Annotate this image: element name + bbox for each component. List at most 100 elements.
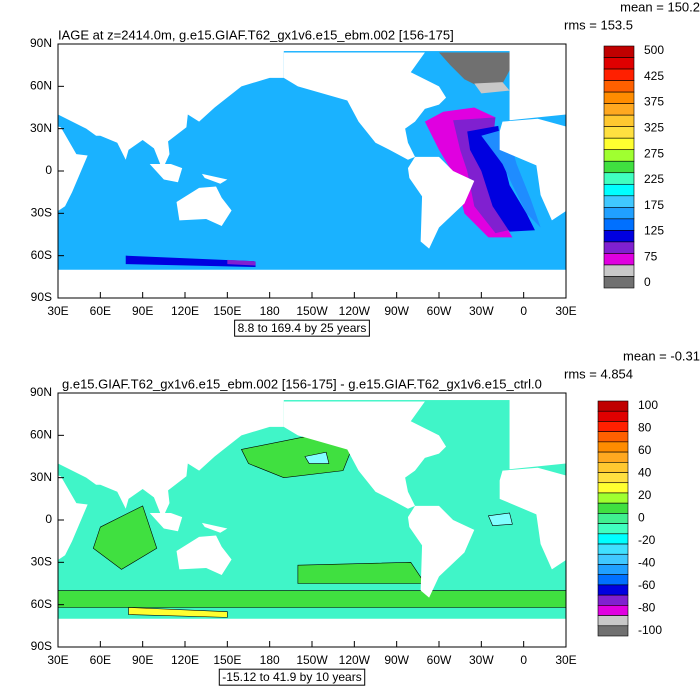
- lon-label: 30E: [555, 304, 576, 318]
- land: [509, 44, 566, 121]
- lon-label: 150W: [296, 304, 328, 318]
- land: [499, 467, 566, 570]
- land: [201, 522, 228, 533]
- land: [149, 163, 183, 183]
- land: [499, 118, 566, 221]
- colorbar-box: [597, 472, 629, 484]
- colorbar-box: [603, 45, 635, 58]
- shaded-region: [0, 117, 13, 233]
- colorbar-box: [603, 207, 635, 220]
- lon-label: 30E: [555, 653, 576, 667]
- lon-label: 30E: [47, 304, 68, 318]
- colorbar-label: -20: [638, 533, 656, 547]
- shaded-region: [0, 126, 27, 232]
- colorbar-box: [597, 584, 629, 596]
- colorbar-label: 0: [644, 275, 651, 289]
- colorbar-label: 225: [644, 172, 664, 186]
- colorbar-box: [603, 276, 635, 289]
- rms: rms = 153.5: [564, 17, 633, 32]
- colorbar-box: [603, 80, 635, 93]
- land: [58, 618, 566, 647]
- colorbar-box: [603, 126, 635, 139]
- colorbar-box: [597, 523, 629, 535]
- land: [58, 269, 566, 298]
- shaded-region: [304, 451, 330, 464]
- lat-label: 60N: [30, 79, 52, 93]
- info: 8.8 to 169.4 by 25 years: [238, 321, 367, 335]
- lon-label: 0: [520, 653, 527, 667]
- land: [149, 512, 183, 532]
- colorbar-box: [603, 172, 635, 185]
- land: [58, 44, 566, 52]
- info-box: [218, 668, 366, 686]
- colorbar-box: [597, 431, 629, 443]
- colorbar-box: [603, 103, 635, 116]
- colorbar-box: [603, 253, 635, 266]
- lon-label: 150W: [296, 653, 328, 667]
- land: [58, 126, 88, 211]
- colorbar-label: 40: [638, 466, 652, 480]
- lon-label: 120E: [171, 304, 199, 318]
- land: [523, 44, 566, 52]
- land: [685, 187, 700, 227]
- colorbar-box: [603, 241, 635, 254]
- colorbar-label: 75: [644, 249, 658, 263]
- lon-label: 180: [260, 653, 280, 667]
- lat-label: 90S: [31, 290, 52, 304]
- colorbar-label: 275: [644, 146, 664, 160]
- shaded-region: [0, 82, 2, 93]
- lat-label: 60N: [30, 428, 52, 442]
- lat-label: 90S: [31, 639, 52, 653]
- colorbar-label: -60: [638, 578, 656, 592]
- colorbar-box: [597, 451, 629, 463]
- shaded-region: [92, 505, 158, 570]
- lon-label: 60E: [90, 653, 111, 667]
- lon-label: 30W: [469, 304, 494, 318]
- shaded-region: [297, 562, 426, 584]
- colorbar-box: [597, 594, 629, 606]
- lon-label: 120W: [339, 653, 371, 667]
- shaded-region: [0, 513, 4, 526]
- land: [58, 475, 88, 560]
- lat-label: 60S: [31, 248, 52, 262]
- colorbar-label: 325: [644, 121, 664, 135]
- lat-label: 30S: [31, 206, 52, 220]
- info: -15.12 to 41.9 by 10 years: [222, 670, 361, 684]
- lon-label: 150E: [213, 653, 241, 667]
- colorbar-box: [603, 230, 635, 243]
- colorbar-box: [603, 137, 635, 151]
- land: [283, 52, 447, 160]
- colorbar-box: [603, 195, 635, 208]
- land: [509, 393, 566, 470]
- land: [58, 393, 284, 519]
- title: IAGE at z=2414.0m, g.e15.GIAF.T62_gx1v6.…: [58, 27, 454, 42]
- lon-label: 90W: [384, 653, 409, 667]
- lat-label: 90N: [30, 36, 52, 50]
- colorbar-label: 175: [644, 198, 664, 212]
- mean: mean = -0.31: [623, 348, 700, 363]
- mean: mean = 150.2: [620, 0, 700, 14]
- lon-label: 120E: [171, 653, 199, 667]
- shaded-region: [487, 512, 513, 526]
- colorbar-label: 20: [638, 488, 652, 502]
- colorbar-box: [597, 553, 629, 565]
- colorbar-box: [597, 410, 629, 422]
- colorbar-box: [603, 183, 635, 197]
- shaded-region: [227, 259, 256, 266]
- land: [201, 173, 228, 184]
- shaded-region: [424, 107, 513, 238]
- colorbar-label: -100: [638, 623, 662, 637]
- lon-label: 60W: [427, 653, 452, 667]
- colorbar-label: 80: [638, 421, 652, 435]
- lon-label: 90W: [384, 304, 409, 318]
- lat-label: 90N: [30, 385, 52, 399]
- info-box: [234, 319, 370, 337]
- lon-label: 180: [260, 304, 280, 318]
- shaded-region: [439, 52, 513, 88]
- land: [176, 186, 232, 227]
- lon-label: 90E: [132, 653, 153, 667]
- map: [0, 44, 700, 298]
- map: [0, 393, 566, 647]
- lat-label: 30N: [30, 470, 52, 484]
